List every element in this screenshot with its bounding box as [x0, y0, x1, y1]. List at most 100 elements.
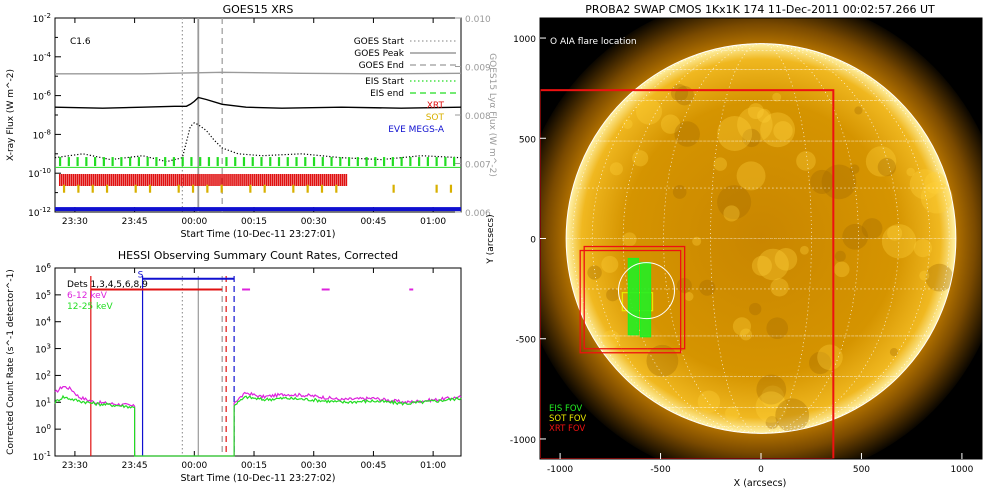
- goes-bar-tick-eis: [435, 157, 438, 167]
- goes-y2tick-label: 0.009: [465, 64, 491, 74]
- goes-bar-tick-xrt: [108, 173, 111, 186]
- goes-bar-tick-xrt: [116, 173, 119, 186]
- sun-texture-blob: [861, 218, 883, 239]
- swap-ylabel: Y (arcsecs): [486, 214, 496, 264]
- goes-bar-tick-xrt: [228, 173, 230, 186]
- goes-bar-tick-eis: [207, 157, 211, 167]
- goes-bar-tick-xrt: [128, 173, 131, 186]
- swap-xtick-label: -500: [650, 465, 671, 475]
- goes-bar-tick-xrt: [263, 173, 266, 186]
- goes-bar-tick-xrt: [206, 173, 208, 186]
- swap-ytick-label: 500: [519, 135, 536, 145]
- goes-bar-tick-eis: [172, 157, 176, 167]
- goes-bar-tick-xrt: [238, 173, 240, 186]
- goes-bar-tick-xrt: [184, 173, 186, 186]
- goes-bar-tick-xrt: [106, 173, 109, 186]
- goes-xtick-label: 00:00: [181, 217, 207, 227]
- goes-bar-tick-eis: [76, 157, 79, 167]
- fov-box-eis-1: [627, 257, 640, 336]
- swap-fov-legend-label: SOT FOV: [549, 414, 586, 424]
- goes-bar-tick-xrt: [216, 173, 218, 186]
- goes-bar-tick-xrt: [273, 173, 276, 186]
- sun-texture-blob: [717, 115, 753, 151]
- goes-ytick-label: 10-10: [28, 167, 51, 180]
- sun-texture-blob: [761, 385, 785, 409]
- goes-bar-tick-xrt: [295, 173, 298, 186]
- goes-bar-tick-xrt: [68, 173, 71, 186]
- goes-bar-tick-xrt: [160, 173, 163, 186]
- hessi-xtick-label: 01:00: [420, 461, 446, 471]
- sun-texture-blob: [737, 106, 773, 143]
- goes-bar-tick-xrt: [220, 173, 222, 186]
- sun-texture-blob: [760, 112, 796, 148]
- fov-box-xrt-large: [540, 89, 835, 459]
- goes-bar-tick-xrt: [92, 173, 95, 186]
- sun-texture-blob: [766, 317, 789, 340]
- sun-texture-blob: [770, 278, 789, 297]
- sun-texture-blob: [674, 121, 700, 147]
- goes-bar-tick-xrt: [331, 173, 334, 186]
- fov-box-xrt-2: [579, 249, 682, 354]
- goes-bar-tick-xrt: [212, 173, 214, 186]
- sun-texture-blob: [684, 291, 694, 301]
- sun-texture-blob: [732, 317, 752, 336]
- goes-bar-tick-xrt: [66, 173, 69, 186]
- sun-texture-blob: [887, 225, 903, 241]
- goes-bar-tick-eis: [120, 157, 123, 167]
- sun-texture-blob: [833, 261, 850, 278]
- goes-bar-tick-sot: [249, 184, 252, 193]
- goes-bar-tick-xrt: [319, 173, 322, 186]
- goes-bar-tick-xrt: [287, 173, 290, 186]
- goes-bar-tick-xrt: [242, 173, 244, 186]
- goes-bar-tick-xrt: [144, 173, 147, 186]
- goes-bar-tick-xrt: [311, 173, 314, 186]
- goes-bar-tick-xrt: [329, 173, 332, 186]
- goes-bar-tick-eis: [260, 157, 263, 167]
- goes-bar-tick-eis: [330, 157, 333, 167]
- sun-texture-blob: [606, 288, 620, 302]
- sun-texture-blob: [632, 150, 649, 167]
- goes-bar-tick-xrt: [313, 173, 316, 186]
- sun-texture-blob: [757, 248, 789, 281]
- goes-bar-tick-eis: [199, 157, 202, 167]
- goes-bar-tick-xrt: [196, 173, 198, 186]
- goes-bar-tick-xrt: [236, 173, 238, 186]
- goes-bar-tick-xrt: [142, 173, 145, 186]
- goes-bar-tick-xrt: [136, 173, 139, 186]
- goes-bar-tick-eis: [234, 157, 237, 167]
- sun-limb: [565, 43, 957, 434]
- hessi-legend-label: Dets 1,3,4,5,6,8,9: [67, 280, 148, 290]
- sun-texture-blob: [913, 238, 932, 258]
- goes-bar-tick-xrt: [256, 173, 258, 186]
- goes-bar-tick-eis: [356, 157, 359, 167]
- sun-texture-blob: [756, 374, 787, 405]
- sun-texture-blob: [736, 161, 766, 191]
- goes-bar-tick-xrt: [222, 173, 224, 186]
- sun-texture-blob: [697, 390, 721, 413]
- goes-bar-tick-xrt: [90, 173, 93, 186]
- hessi-ytick-label: 102: [35, 369, 51, 382]
- goes-bar-tick-eis: [251, 157, 254, 167]
- swap-xtick-label: -1000: [547, 465, 573, 475]
- goes-bar-tick-eis: [111, 157, 114, 167]
- goes-bar-tick-eis: [391, 157, 394, 167]
- sun-texture-blob: [670, 84, 689, 102]
- sun-texture-blob: [909, 169, 940, 200]
- sun-texture-blob: [739, 328, 752, 341]
- goes-bar-tick-sot: [320, 184, 324, 193]
- goes-bar-tick-xrt: [333, 173, 336, 186]
- goes-bar-tick-xrt: [118, 173, 121, 186]
- goes-bar-tick-xrt: [293, 173, 296, 186]
- sun-texture-blob: [587, 265, 602, 280]
- sun-texture-blob: [692, 236, 702, 246]
- hessi-xtick-label: 00:15: [241, 461, 267, 471]
- hessi-plot-frame: [54, 267, 462, 457]
- goes-legend-label: EIS Start: [365, 77, 404, 87]
- goes-bar-tick-sot: [77, 184, 80, 193]
- goes-legend-label: EVE MEGS-A: [388, 125, 445, 135]
- goes-bar-tick-xrt: [122, 173, 125, 186]
- hessi-ytick-label: 105: [35, 289, 51, 302]
- swap-ytick-label: -1000: [510, 436, 536, 446]
- goes-bar-tick-xrt: [124, 173, 127, 186]
- goes-bar-tick-xrt: [261, 173, 264, 186]
